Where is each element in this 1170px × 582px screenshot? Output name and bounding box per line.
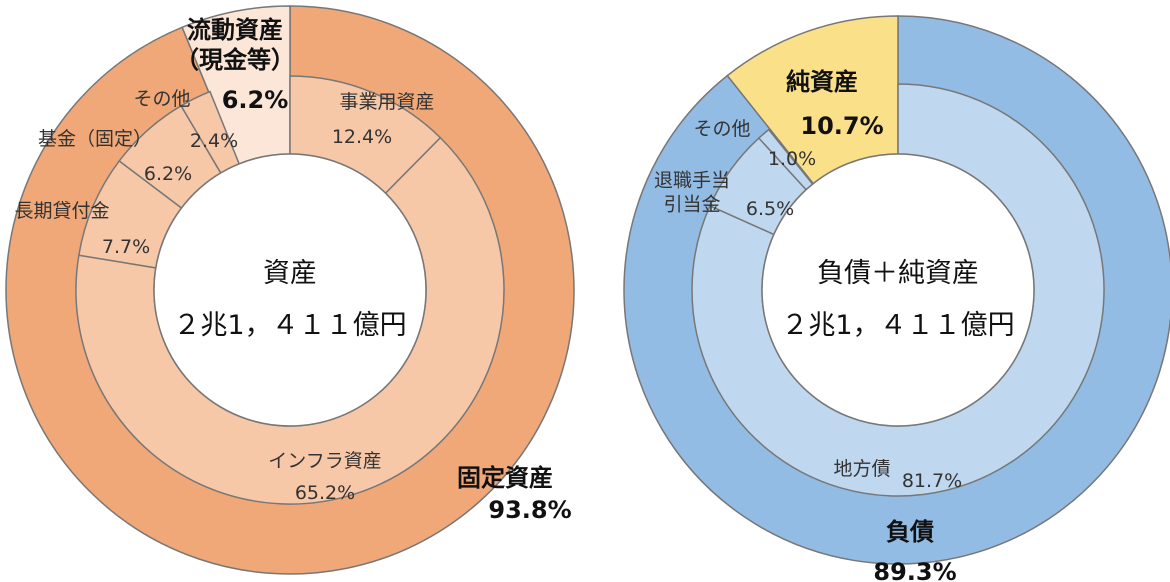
inner-value-label: 65.2% — [295, 482, 355, 506]
inner-label: 事業用資産 — [339, 91, 434, 115]
inner-value-label: 6.2% — [144, 163, 192, 187]
inner-value-label: 81.7% — [902, 470, 962, 494]
center-value: ２兆1，４１１億円 — [173, 309, 406, 343]
outer-label: 固定資産 — [457, 463, 553, 493]
inner-label: 基金（固定） — [38, 128, 152, 152]
inner-label: 地方債 — [833, 458, 890, 482]
outer-value-label: 6.2% — [222, 85, 289, 115]
center-title: 負債＋純資産 — [817, 257, 979, 291]
inner-label: その他 — [693, 118, 750, 142]
inner-value-label: 1.0% — [768, 148, 816, 172]
inner-value-label: 12.4% — [332, 126, 392, 150]
inner-label: 退職手当 引当金 — [654, 169, 730, 217]
inner-value-label: 7.7% — [102, 236, 150, 260]
inner-label: 長期貸付金 — [14, 200, 109, 224]
inner-value-label: 2.4% — [190, 130, 238, 154]
outer-value-label: 89.3% — [873, 557, 956, 582]
outer-label: 純資産 — [786, 67, 858, 97]
outer-value-label: 93.8% — [488, 495, 571, 525]
inner-value-label: 6.5% — [746, 198, 794, 222]
outer-label: 流動資産 （現金等） — [175, 15, 295, 75]
inner-label: インフラ資産 — [268, 450, 381, 474]
page: 固定資産93.8% 流動資産 （現金等） 6.2% 事業用資産 12.4% インフラ資産 6… — [0, 0, 1170, 582]
inner-label: その他 — [133, 88, 190, 112]
center-title: 資産 — [263, 257, 317, 291]
outer-value-label: 10.7% — [800, 111, 883, 141]
center-value: ２兆1，４１１億円 — [781, 309, 1014, 343]
outer-label: 負債 — [886, 517, 934, 547]
